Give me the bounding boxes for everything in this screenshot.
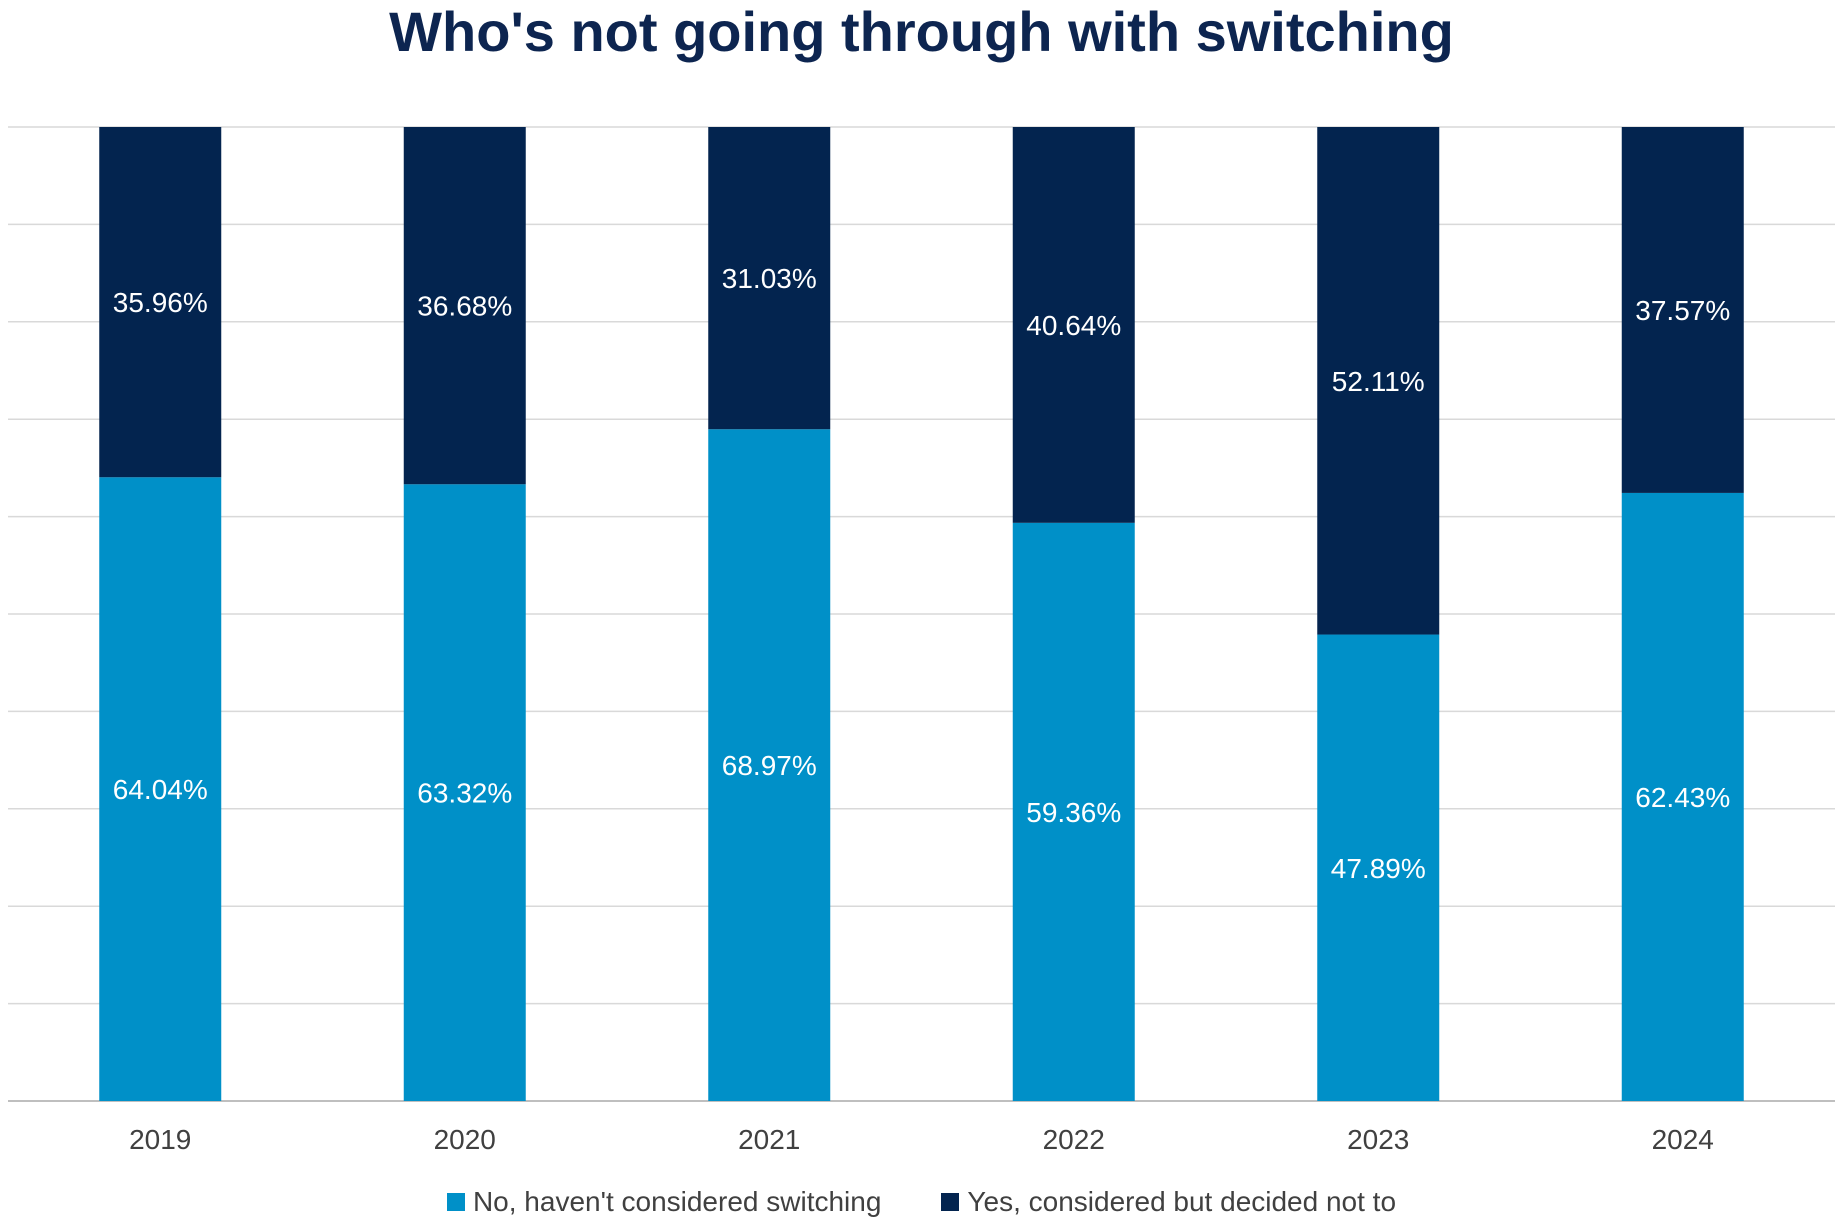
data-label-2023-series-0: 47.89% (1331, 853, 1426, 884)
data-label-2022-series-0: 59.36% (1026, 797, 1121, 828)
x-tick-label-2020: 2020 (434, 1124, 496, 1155)
bar-2021-series-1 (708, 127, 831, 430)
bar-2020-series-1 (403, 127, 526, 485)
bar-2022-series-0 (1012, 522, 1135, 1101)
data-label-2019-series-1: 35.96% (113, 287, 208, 318)
data-label-2021-series-1: 31.03% (722, 263, 817, 294)
x-tick-label-2023: 2023 (1347, 1124, 1409, 1155)
x-tick-label-2021: 2021 (738, 1124, 800, 1155)
bar-2023-series-0 (1317, 634, 1440, 1101)
bar-2020-series-0 (403, 484, 526, 1102)
bar-2024-series-0 (1621, 492, 1744, 1102)
legend-item-series-1: Yes, considered but decided not to (941, 1186, 1396, 1218)
legend-swatch-icon (941, 1193, 960, 1211)
bar-2019-series-0 (99, 477, 222, 1102)
data-label-2021-series-0: 68.97% (722, 750, 817, 781)
legend-label: Yes, considered but decided not to (967, 1186, 1397, 1217)
data-label-2024-series-1: 37.57% (1635, 295, 1730, 326)
bar-2022-series-1 (1012, 127, 1135, 523)
data-label-2020-series-0: 63.32% (417, 778, 512, 809)
chart-legend: No, haven't considered switching Yes, co… (0, 1186, 1843, 1218)
x-tick-label-2024: 2024 (1652, 1124, 1714, 1155)
data-label-2024-series-0: 62.43% (1635, 782, 1730, 813)
x-tick-label-2022: 2022 (1043, 1124, 1105, 1155)
data-label-2022-series-1: 40.64% (1026, 310, 1121, 341)
data-label-2019-series-0: 64.04% (113, 774, 208, 805)
legend-swatch-icon (446, 1193, 465, 1211)
bar-2019-series-1 (99, 127, 222, 478)
data-label-2023-series-1: 52.11% (1332, 366, 1425, 397)
data-label-2020-series-1: 36.68% (417, 291, 512, 322)
bar-2021-series-0 (708, 429, 831, 1102)
bar-2024-series-1 (1621, 127, 1744, 493)
legend-item-series-0: No, haven't considered switching (446, 1186, 882, 1218)
chart-title: Who's not going through with switching (389, 0, 1454, 63)
bar-2023-series-1 (1317, 127, 1440, 635)
legend-label: No, haven't considered switching (472, 1186, 882, 1217)
x-tick-label-2019: 2019 (129, 1124, 191, 1155)
